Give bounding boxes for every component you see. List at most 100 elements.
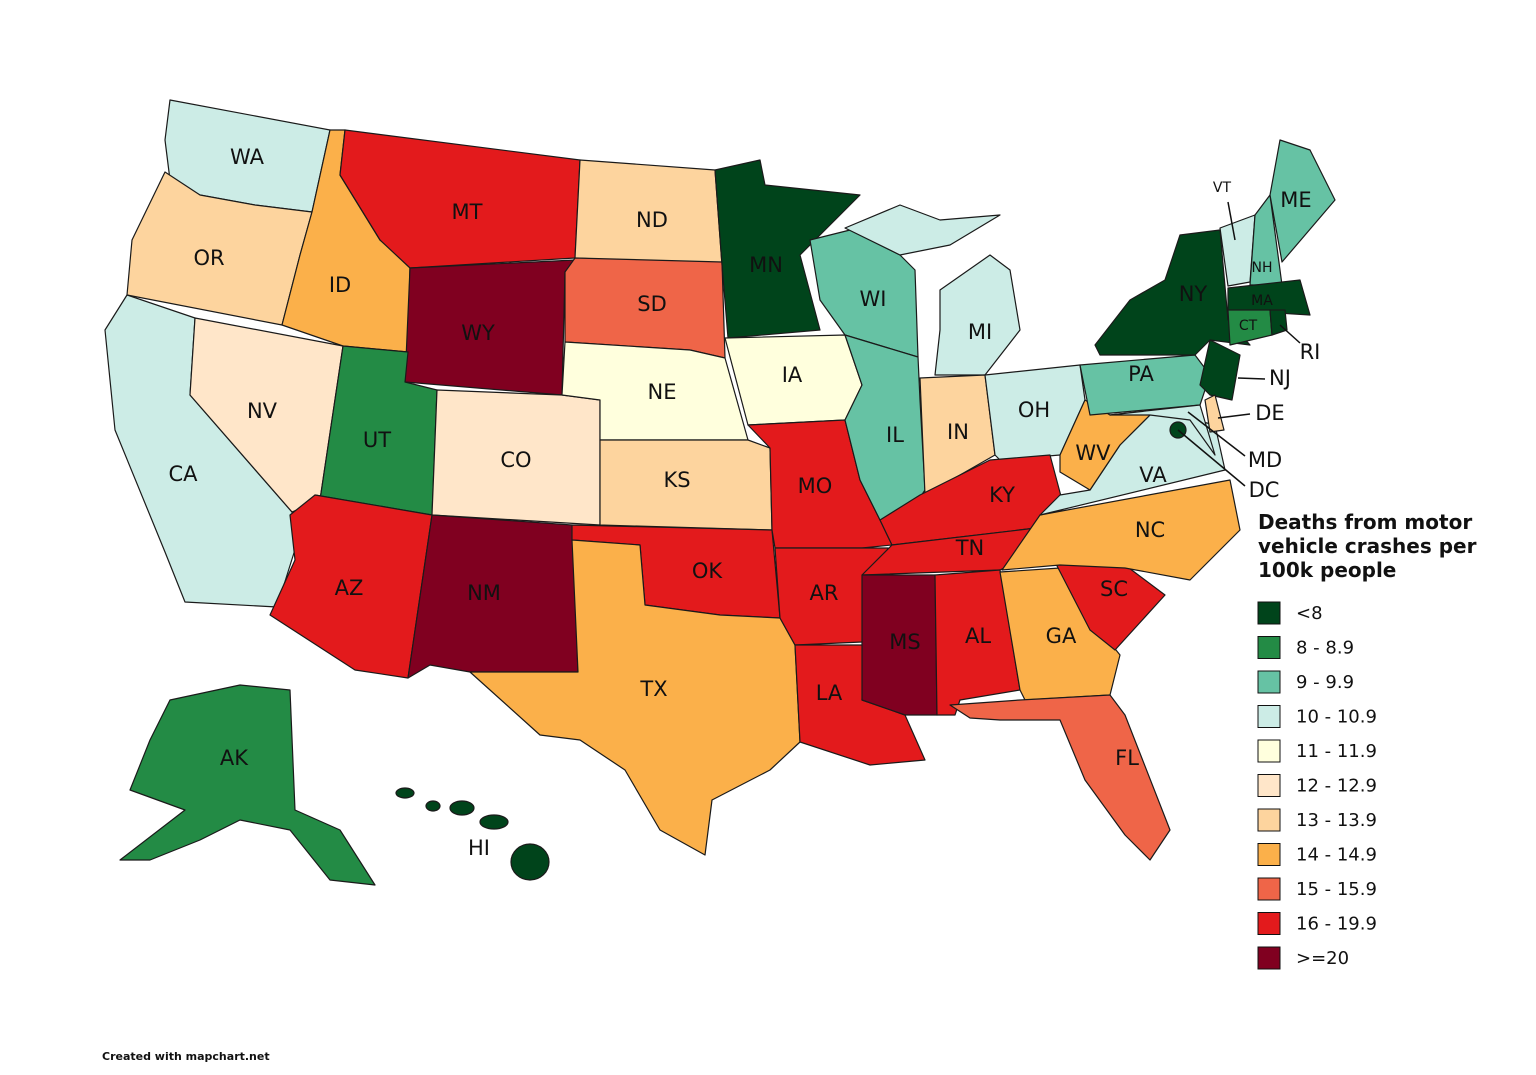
state-label: SD — [637, 292, 667, 316]
legend-swatch — [1257, 877, 1281, 901]
state-label: DE — [1255, 401, 1284, 425]
state — [1219, 214, 1256, 287]
state-label: HI — [468, 836, 490, 860]
state-label: IN — [947, 420, 969, 444]
legend-swatch — [1257, 843, 1281, 866]
state-label: ID — [329, 273, 351, 297]
state — [119, 684, 376, 886]
state — [934, 569, 1021, 716]
state-label: WI — [860, 287, 887, 311]
legend-swatch — [1257, 601, 1281, 625]
leader-line — [1177, 429, 1246, 487]
legend-label: 8 - 8.9 — [1296, 638, 1354, 659]
state-label: WV — [1075, 441, 1111, 465]
legend-label: >=20 — [1296, 948, 1349, 969]
state-label: NY — [1179, 282, 1208, 306]
legend-label: 13 - 13.9 — [1296, 810, 1377, 831]
legend-swatch — [1257, 808, 1281, 832]
state — [1001, 479, 1241, 581]
state-label: CA — [168, 462, 198, 486]
state — [1199, 339, 1241, 401]
legend-swatch — [1257, 705, 1281, 728]
state — [1109, 404, 1216, 456]
legend-label: 11 - 11.9 — [1296, 741, 1377, 762]
state-label: MS — [889, 630, 920, 654]
state — [1204, 394, 1225, 433]
state-label: MO — [798, 474, 833, 498]
state-label: IL — [886, 423, 904, 447]
state-label: MD — [1248, 448, 1282, 472]
state — [510, 843, 550, 881]
legend-swatch — [1257, 670, 1281, 694]
state — [1227, 279, 1311, 316]
state-label: WY — [461, 321, 495, 345]
state-label: GA — [1046, 624, 1077, 648]
state-label: RI — [1300, 340, 1321, 364]
state-label: ME — [1280, 188, 1311, 212]
state-label: IA — [782, 363, 803, 387]
legend-label: 14 - 14.9 — [1296, 845, 1377, 866]
state-label: WA — [230, 145, 265, 169]
state — [479, 814, 509, 830]
state — [425, 800, 441, 812]
state — [861, 574, 938, 716]
state-label: PA — [1128, 362, 1154, 386]
state-label: FL — [1115, 746, 1139, 770]
credit: Created with mapchart.net — [102, 1050, 270, 1063]
state-label: NM — [467, 581, 501, 605]
legend-label: 10 - 10.9 — [1296, 707, 1377, 728]
leader-line — [1279, 324, 1301, 344]
state-label: VA — [1139, 463, 1167, 487]
state-label: NE — [648, 380, 677, 404]
state-label: NH — [1252, 260, 1273, 276]
state-label: NJ — [1269, 366, 1291, 390]
legend-label: 9 - 9.9 — [1296, 672, 1354, 693]
state-label: AZ — [335, 576, 364, 600]
state-label: VT — [1213, 180, 1232, 196]
state-label: ND — [636, 208, 668, 232]
legend-swatch — [1257, 774, 1281, 797]
legend-swatch — [1257, 739, 1281, 763]
state — [1269, 309, 1288, 336]
state — [1269, 139, 1336, 263]
state-label: OH — [1018, 398, 1050, 422]
state-label: CO — [500, 448, 531, 472]
state-label: MI — [968, 320, 992, 344]
state-label: NV — [247, 399, 278, 423]
legend-label: <8 — [1296, 603, 1323, 624]
state — [934, 254, 1021, 376]
state-label: AK — [220, 746, 249, 770]
leader-line — [1187, 411, 1246, 457]
state-label: KS — [663, 468, 690, 492]
state — [844, 204, 1001, 256]
state-label: LA — [816, 681, 843, 705]
state-label: OK — [692, 559, 724, 583]
state-label: NC — [1135, 518, 1165, 542]
leader-line — [1227, 201, 1236, 241]
state-label: DC — [1249, 478, 1280, 502]
state-label: AL — [965, 624, 991, 648]
legend-swatch — [1257, 636, 1281, 659]
state-label: KY — [989, 483, 1015, 507]
state — [714, 159, 861, 339]
legend-label: 16 - 19.9 — [1296, 914, 1377, 935]
state — [949, 694, 1171, 861]
leader-line — [1217, 413, 1251, 419]
state — [449, 800, 475, 816]
state-label: UT — [363, 428, 391, 452]
state-label: TX — [639, 677, 667, 701]
state-label: MT — [452, 200, 483, 224]
legend-title: Deaths from motor vehicle crashes per 10… — [1258, 510, 1477, 582]
state — [395, 787, 415, 799]
legend-label: 15 - 15.9 — [1296, 879, 1377, 900]
state-label: SC — [1100, 577, 1128, 601]
legend-swatch — [1257, 912, 1281, 935]
legend-label: 12 - 12.9 — [1296, 776, 1377, 797]
state-label: OR — [193, 246, 224, 270]
leader-line — [1237, 377, 1266, 380]
state-label: CT — [1239, 318, 1258, 334]
state-label: AR — [810, 581, 839, 605]
state-label: MN — [749, 253, 783, 277]
